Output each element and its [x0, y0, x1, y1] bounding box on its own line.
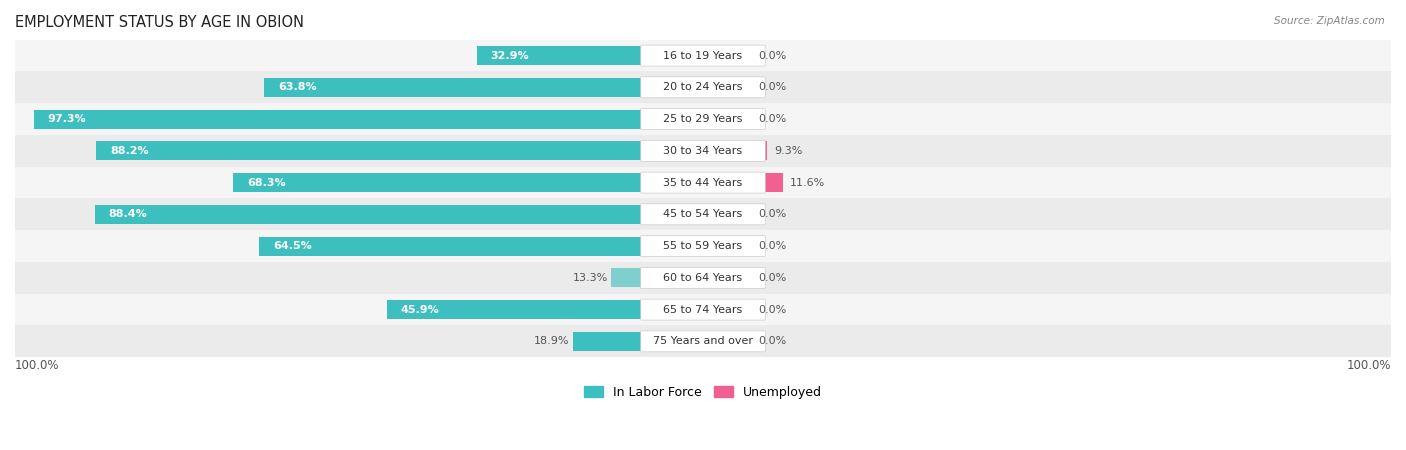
Bar: [703, 173, 783, 192]
Text: 0.0%: 0.0%: [758, 305, 786, 315]
Bar: [703, 109, 751, 129]
FancyBboxPatch shape: [641, 204, 765, 225]
Bar: [259, 237, 703, 256]
Legend: In Labor Force, Unemployed: In Labor Force, Unemployed: [579, 381, 827, 404]
FancyBboxPatch shape: [641, 140, 765, 161]
Text: 30 to 34 Years: 30 to 34 Years: [664, 146, 742, 156]
FancyBboxPatch shape: [641, 108, 765, 130]
Text: 60 to 64 Years: 60 to 64 Years: [664, 273, 742, 283]
Text: Source: ZipAtlas.com: Source: ZipAtlas.com: [1274, 16, 1385, 26]
Text: 13.3%: 13.3%: [572, 273, 607, 283]
Bar: [574, 332, 703, 351]
Bar: [703, 300, 751, 319]
Text: 100.0%: 100.0%: [15, 360, 59, 373]
Bar: [15, 103, 1391, 135]
Text: 0.0%: 0.0%: [758, 241, 786, 251]
Bar: [264, 78, 703, 97]
Bar: [15, 72, 1391, 103]
Text: 88.4%: 88.4%: [108, 209, 148, 219]
Bar: [96, 141, 703, 160]
Bar: [387, 300, 703, 319]
Text: 68.3%: 68.3%: [247, 178, 285, 188]
Bar: [15, 40, 1391, 72]
Text: 20 to 24 Years: 20 to 24 Years: [664, 82, 742, 92]
Text: 0.0%: 0.0%: [758, 336, 786, 346]
Text: 100.0%: 100.0%: [1347, 360, 1391, 373]
Bar: [15, 198, 1391, 230]
Bar: [703, 332, 751, 351]
FancyBboxPatch shape: [641, 45, 765, 66]
Bar: [703, 205, 751, 224]
Text: 75 Years and over: 75 Years and over: [652, 336, 754, 346]
Text: 9.3%: 9.3%: [773, 146, 803, 156]
Text: 0.0%: 0.0%: [758, 209, 786, 219]
FancyBboxPatch shape: [641, 172, 765, 193]
Text: 55 to 59 Years: 55 to 59 Years: [664, 241, 742, 251]
Text: 16 to 19 Years: 16 to 19 Years: [664, 50, 742, 61]
Text: 88.2%: 88.2%: [110, 146, 149, 156]
FancyBboxPatch shape: [641, 299, 765, 320]
Text: 0.0%: 0.0%: [758, 273, 786, 283]
Text: EMPLOYMENT STATUS BY AGE IN OBION: EMPLOYMENT STATUS BY AGE IN OBION: [15, 15, 304, 30]
FancyBboxPatch shape: [641, 267, 765, 288]
Text: 0.0%: 0.0%: [758, 114, 786, 124]
FancyBboxPatch shape: [641, 236, 765, 256]
Bar: [612, 268, 703, 288]
Text: 25 to 29 Years: 25 to 29 Years: [664, 114, 742, 124]
Text: 65 to 74 Years: 65 to 74 Years: [664, 305, 742, 315]
Bar: [15, 262, 1391, 294]
Text: 45.9%: 45.9%: [401, 305, 440, 315]
Bar: [15, 135, 1391, 166]
Bar: [15, 230, 1391, 262]
FancyBboxPatch shape: [641, 77, 765, 98]
Bar: [34, 109, 703, 129]
Text: 18.9%: 18.9%: [534, 336, 569, 346]
Bar: [15, 166, 1391, 198]
FancyBboxPatch shape: [641, 331, 765, 352]
Bar: [15, 294, 1391, 325]
Text: 64.5%: 64.5%: [273, 241, 312, 251]
Text: 45 to 54 Years: 45 to 54 Years: [664, 209, 742, 219]
Bar: [703, 268, 751, 288]
Text: 11.6%: 11.6%: [790, 178, 825, 188]
Bar: [703, 46, 751, 65]
Bar: [703, 237, 751, 256]
Text: 63.8%: 63.8%: [278, 82, 316, 92]
Bar: [703, 78, 751, 97]
Text: 35 to 44 Years: 35 to 44 Years: [664, 178, 742, 188]
Bar: [94, 205, 703, 224]
Bar: [233, 173, 703, 192]
Text: 0.0%: 0.0%: [758, 50, 786, 61]
Text: 97.3%: 97.3%: [48, 114, 86, 124]
Text: 0.0%: 0.0%: [758, 82, 786, 92]
Text: 32.9%: 32.9%: [491, 50, 529, 61]
Bar: [15, 325, 1391, 357]
Bar: [477, 46, 703, 65]
Bar: [703, 141, 768, 160]
